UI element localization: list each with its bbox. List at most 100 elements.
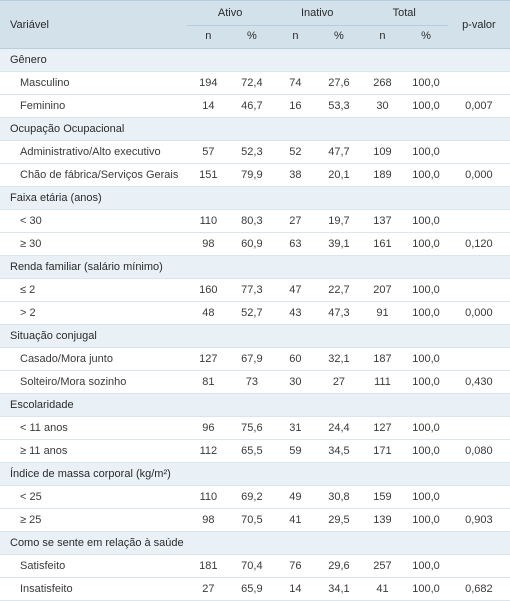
section-title: Situação conjugal bbox=[0, 325, 510, 348]
cell-ativo-n: 160 bbox=[187, 279, 231, 302]
cell-ativo-n: 181 bbox=[187, 555, 231, 578]
cell-inativo-pct: 19,7 bbox=[317, 210, 361, 233]
table-row: > 24852,74347,391100,00,000 bbox=[0, 302, 510, 325]
stats-table: Variável Ativo Inativo Total p-valor n %… bbox=[0, 0, 510, 601]
cell-total-pct: 100,0 bbox=[404, 279, 448, 302]
cell-ativo-n: 14 bbox=[187, 95, 231, 118]
section-title: Índice de massa corporal (kg/m²) bbox=[0, 463, 510, 486]
cell-inativo-n: 60 bbox=[274, 348, 318, 371]
cell-inativo-pct: 29,5 bbox=[317, 509, 361, 532]
cell-pvalue: 0,000 bbox=[448, 164, 510, 187]
row-label: > 2 bbox=[0, 302, 187, 325]
cell-total-pct: 100,0 bbox=[404, 486, 448, 509]
cell-inativo-pct: 27,6 bbox=[317, 72, 361, 95]
section-header: Gênero bbox=[0, 49, 510, 72]
cell-total-pct: 100,0 bbox=[404, 371, 448, 394]
row-label: Feminino bbox=[0, 95, 187, 118]
cell-pvalue: 0,120 bbox=[448, 233, 510, 256]
section-header: Índice de massa corporal (kg/m²) bbox=[0, 463, 510, 486]
table-header-row-1: Variável Ativo Inativo Total p-valor bbox=[0, 1, 510, 26]
cell-pvalue bbox=[448, 279, 510, 302]
cell-total-n: 207 bbox=[361, 279, 405, 302]
col-group-ativo: Ativo bbox=[187, 1, 274, 26]
row-label: Satisfeito bbox=[0, 555, 187, 578]
cell-inativo-n: 76 bbox=[274, 555, 318, 578]
row-label: < 11 anos bbox=[0, 417, 187, 440]
row-label: Chão de fábrica/Serviços Gerais bbox=[0, 164, 187, 187]
section-header: Renda familiar (salário mínimo) bbox=[0, 256, 510, 279]
cell-ativo-n: 57 bbox=[187, 141, 231, 164]
cell-ativo-pct: 72,4 bbox=[230, 72, 274, 95]
cell-pvalue bbox=[448, 72, 510, 95]
row-label: Masculino bbox=[0, 72, 187, 95]
cell-total-n: 111 bbox=[361, 371, 405, 394]
section-title: Escolaridade bbox=[0, 394, 510, 417]
cell-ativo-n: 98 bbox=[187, 509, 231, 532]
cell-inativo-n: 43 bbox=[274, 302, 318, 325]
sub-n: n bbox=[361, 26, 405, 49]
cell-total-pct: 100,0 bbox=[404, 440, 448, 463]
table-row: Casado/Mora junto12767,96032,1187100,0 bbox=[0, 348, 510, 371]
cell-total-n: 139 bbox=[361, 509, 405, 532]
cell-total-pct: 100,0 bbox=[404, 233, 448, 256]
cell-ativo-pct: 69,2 bbox=[230, 486, 274, 509]
cell-pvalue bbox=[448, 141, 510, 164]
cell-pvalue: 0,080 bbox=[448, 440, 510, 463]
cell-inativo-n: 63 bbox=[274, 233, 318, 256]
cell-total-n: 91 bbox=[361, 302, 405, 325]
cell-inativo-pct: 53,3 bbox=[317, 95, 361, 118]
cell-inativo-pct: 47,3 bbox=[317, 302, 361, 325]
cell-inativo-pct: 27 bbox=[317, 371, 361, 394]
cell-inativo-pct: 20,1 bbox=[317, 164, 361, 187]
col-pvalue: p-valor bbox=[448, 1, 510, 49]
cell-inativo-n: 16 bbox=[274, 95, 318, 118]
cell-total-n: 30 bbox=[361, 95, 405, 118]
table-row: ≤ 216077,34722,7207100,0 bbox=[0, 279, 510, 302]
cell-inativo-pct: 32,1 bbox=[317, 348, 361, 371]
cell-ativo-pct: 67,9 bbox=[230, 348, 274, 371]
cell-ativo-pct: 52,7 bbox=[230, 302, 274, 325]
cell-inativo-n: 74 bbox=[274, 72, 318, 95]
table-row: < 3011080,32719,7137100,0 bbox=[0, 210, 510, 233]
cell-inativo-n: 30 bbox=[274, 371, 318, 394]
sub-n: n bbox=[187, 26, 231, 49]
section-header: Ocupação Ocupacional bbox=[0, 118, 510, 141]
cell-inativo-pct: 39,1 bbox=[317, 233, 361, 256]
row-label: Solteiro/Mora sozinho bbox=[0, 371, 187, 394]
section-title: Renda familiar (salário mínimo) bbox=[0, 256, 510, 279]
cell-ativo-n: 112 bbox=[187, 440, 231, 463]
row-label: < 30 bbox=[0, 210, 187, 233]
cell-inativo-pct: 22,7 bbox=[317, 279, 361, 302]
cell-inativo-pct: 30,8 bbox=[317, 486, 361, 509]
cell-inativo-n: 47 bbox=[274, 279, 318, 302]
cell-ativo-pct: 75,6 bbox=[230, 417, 274, 440]
cell-ativo-pct: 65,5 bbox=[230, 440, 274, 463]
row-label: Administrativo/Alto executivo bbox=[0, 141, 187, 164]
section-header: Faixa etária (anos) bbox=[0, 187, 510, 210]
cell-total-n: 268 bbox=[361, 72, 405, 95]
cell-ativo-pct: 73 bbox=[230, 371, 274, 394]
cell-ativo-pct: 52,3 bbox=[230, 141, 274, 164]
cell-total-pct: 100,0 bbox=[404, 210, 448, 233]
cell-pvalue bbox=[448, 486, 510, 509]
cell-total-n: 159 bbox=[361, 486, 405, 509]
row-label: ≤ 2 bbox=[0, 279, 187, 302]
row-label: < 25 bbox=[0, 486, 187, 509]
cell-ativo-n: 194 bbox=[187, 72, 231, 95]
section-title: Como se sente em relação à saúde bbox=[0, 532, 510, 555]
col-variable: Variável bbox=[0, 1, 187, 49]
cell-total-n: 127 bbox=[361, 417, 405, 440]
section-header: Como se sente em relação à saúde bbox=[0, 532, 510, 555]
cell-total-pct: 100,0 bbox=[404, 348, 448, 371]
cell-pvalue bbox=[448, 348, 510, 371]
table-body: GêneroMasculino19472,47427,6268 100,0 Femi… bbox=[0, 49, 510, 601]
cell-inativo-pct: 47,7 bbox=[317, 141, 361, 164]
cell-total-n: 137 bbox=[361, 210, 405, 233]
cell-ativo-n: 110 bbox=[187, 210, 231, 233]
cell-inativo-n: 27 bbox=[274, 210, 318, 233]
cell-inativo-n: 52 bbox=[274, 141, 318, 164]
table-row: < 11 anos9675,63124,4127100,0 bbox=[0, 417, 510, 440]
cell-ativo-n: 96 bbox=[187, 417, 231, 440]
cell-total-pct: 100,0 bbox=[404, 302, 448, 325]
sub-pct: % bbox=[317, 26, 361, 49]
